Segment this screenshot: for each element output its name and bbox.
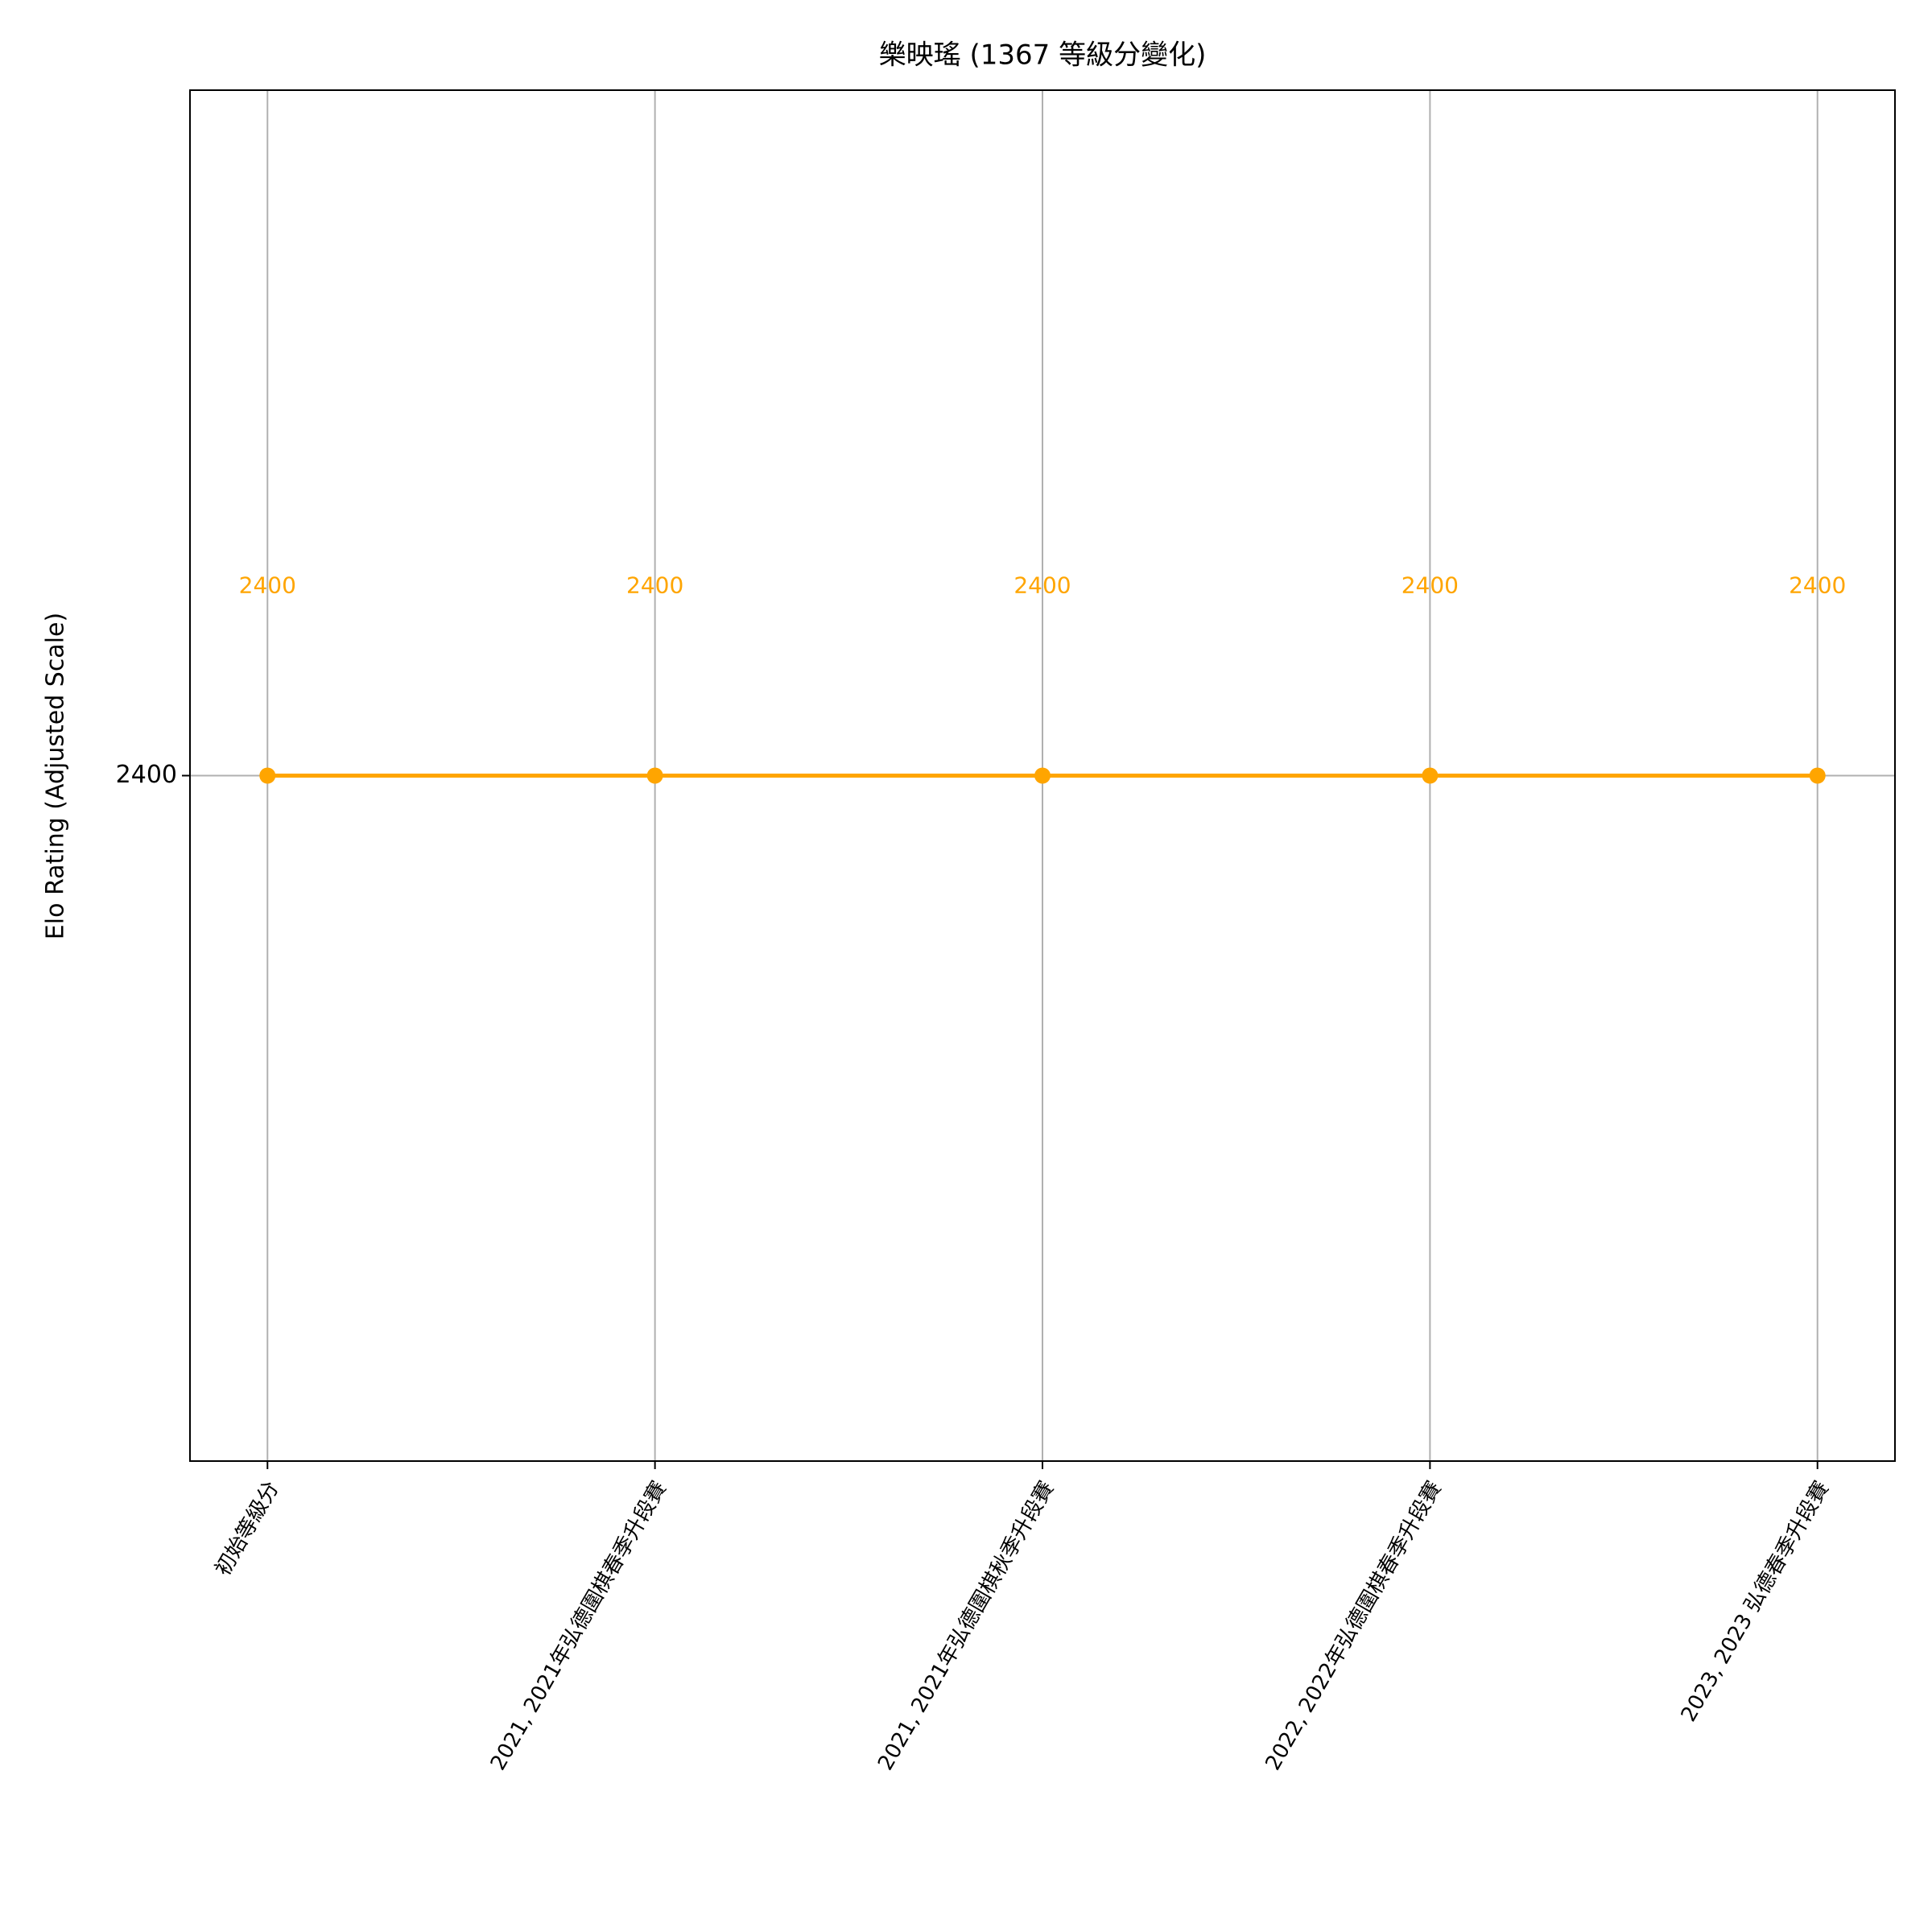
point (1034, 767, 1051, 784)
value-label: 2400 (1789, 572, 1846, 599)
value-label: 2400 (1402, 572, 1459, 599)
point (1809, 767, 1826, 784)
point (1422, 767, 1439, 784)
chart-title: 樂映瑤 (1367 等級分變化) (879, 39, 1207, 72)
y-axis-label: Elo Rating (Adjusted Scale) (42, 613, 70, 939)
value-label: 2400 (1013, 572, 1071, 599)
x-tick-label: 2021, 2021年弘德圍棋秋季升段賽 (873, 1477, 1059, 1774)
x-tick-label: 2023, 2023 弘德春季升段賽 (1677, 1477, 1835, 1726)
point (259, 767, 276, 784)
value-label: 2400 (239, 572, 296, 599)
x-tick-label: 2021, 2021年弘德圍棋春季升段賽 (486, 1477, 671, 1774)
value-label: 2400 (626, 572, 683, 599)
point (646, 767, 663, 784)
x-tick-label: 2022, 2022年弘德圍棋春季升段賽 (1261, 1477, 1447, 1774)
x-tick-label: 初始等級分 (211, 1477, 284, 1580)
y-tick-label: 2400 (116, 761, 177, 789)
